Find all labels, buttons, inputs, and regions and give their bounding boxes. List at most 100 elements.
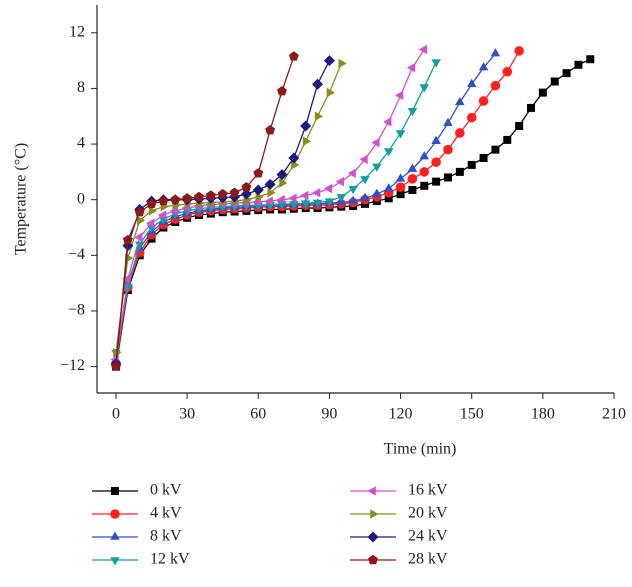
marker bbox=[276, 169, 288, 181]
marker bbox=[302, 136, 312, 147]
marker bbox=[490, 48, 501, 57]
marker bbox=[122, 234, 133, 245]
y-tick-label: −12 bbox=[60, 357, 85, 374]
marker bbox=[383, 183, 394, 192]
series-line bbox=[115, 56, 295, 367]
marker bbox=[229, 187, 240, 197]
x-tick-label: 90 bbox=[321, 406, 337, 423]
marker bbox=[276, 194, 285, 205]
legend-label: 8 kV bbox=[150, 528, 182, 545]
marker bbox=[241, 181, 252, 192]
marker bbox=[478, 62, 489, 71]
x-tick-label: 180 bbox=[531, 406, 555, 423]
marker bbox=[205, 190, 216, 200]
marker bbox=[550, 77, 559, 86]
marker bbox=[300, 120, 312, 132]
y-tick-label: 8 bbox=[77, 79, 85, 96]
marker bbox=[182, 193, 193, 203]
marker bbox=[574, 60, 583, 69]
marker bbox=[347, 168, 356, 179]
marker bbox=[491, 145, 500, 154]
marker bbox=[123, 284, 133, 293]
marker bbox=[335, 176, 345, 187]
marker bbox=[217, 188, 228, 199]
marker bbox=[419, 151, 430, 160]
marker bbox=[279, 178, 288, 188]
marker bbox=[253, 168, 264, 178]
marker bbox=[289, 201, 299, 210]
legend-marker bbox=[370, 509, 379, 519]
legend-label: 24 kV bbox=[408, 528, 448, 545]
marker bbox=[194, 191, 204, 202]
marker bbox=[526, 103, 535, 112]
x-tick-label: 60 bbox=[250, 406, 266, 423]
y-axis-label: Temperature (°C) bbox=[13, 143, 30, 255]
marker bbox=[252, 184, 264, 196]
marker bbox=[314, 111, 324, 122]
marker bbox=[490, 80, 501, 91]
legend-label: 16 kV bbox=[408, 482, 448, 499]
marker bbox=[323, 55, 335, 67]
marker bbox=[466, 112, 477, 123]
marker bbox=[431, 157, 441, 167]
marker bbox=[288, 152, 300, 164]
marker bbox=[419, 84, 430, 93]
marker bbox=[312, 199, 323, 208]
legend-label: 20 kV bbox=[408, 505, 448, 522]
marker bbox=[443, 173, 452, 182]
marker bbox=[122, 274, 131, 284]
marker bbox=[136, 215, 146, 226]
legend-label: 4 kV bbox=[150, 505, 182, 522]
marker bbox=[479, 153, 488, 162]
marker bbox=[455, 96, 465, 106]
legend-marker bbox=[367, 531, 379, 543]
legend-label: 0 kV bbox=[150, 482, 182, 499]
marker bbox=[443, 117, 453, 126]
marker bbox=[515, 121, 524, 130]
marker bbox=[586, 55, 595, 64]
marker bbox=[312, 187, 321, 198]
marker bbox=[478, 96, 489, 106]
marker bbox=[148, 206, 158, 216]
marker bbox=[323, 183, 333, 194]
y-tick-label: −4 bbox=[68, 246, 85, 263]
marker bbox=[336, 194, 347, 203]
y-tick-label: 12 bbox=[69, 23, 85, 40]
marker bbox=[420, 181, 429, 190]
marker bbox=[170, 194, 181, 204]
y-tick-label: 4 bbox=[77, 135, 85, 152]
marker bbox=[395, 173, 406, 182]
marker bbox=[408, 185, 417, 194]
marker bbox=[407, 107, 418, 117]
legend-marker bbox=[110, 531, 120, 540]
marker bbox=[265, 124, 276, 135]
marker bbox=[300, 190, 309, 201]
legend-marker bbox=[367, 486, 376, 496]
legend-marker bbox=[110, 557, 120, 566]
legend-marker bbox=[111, 487, 119, 495]
marker bbox=[466, 78, 477, 88]
marker bbox=[288, 51, 299, 61]
legend-label: 12 kV bbox=[150, 551, 190, 568]
y-tick-label: 0 bbox=[77, 190, 85, 207]
marker bbox=[146, 218, 155, 229]
marker bbox=[157, 210, 167, 220]
marker bbox=[383, 148, 394, 157]
marker bbox=[431, 135, 441, 145]
legend-marker bbox=[368, 554, 378, 565]
marker bbox=[324, 198, 335, 207]
marker bbox=[169, 206, 179, 216]
marker bbox=[419, 167, 430, 177]
marker bbox=[406, 62, 416, 73]
marker bbox=[111, 361, 121, 371]
marker bbox=[348, 195, 358, 204]
marker bbox=[264, 178, 276, 190]
legend-marker bbox=[110, 509, 120, 519]
marker bbox=[431, 59, 441, 68]
marker bbox=[359, 154, 368, 165]
marker bbox=[326, 87, 335, 98]
marker bbox=[158, 195, 169, 206]
marker bbox=[146, 198, 157, 209]
marker bbox=[288, 193, 297, 204]
marker bbox=[134, 232, 143, 243]
